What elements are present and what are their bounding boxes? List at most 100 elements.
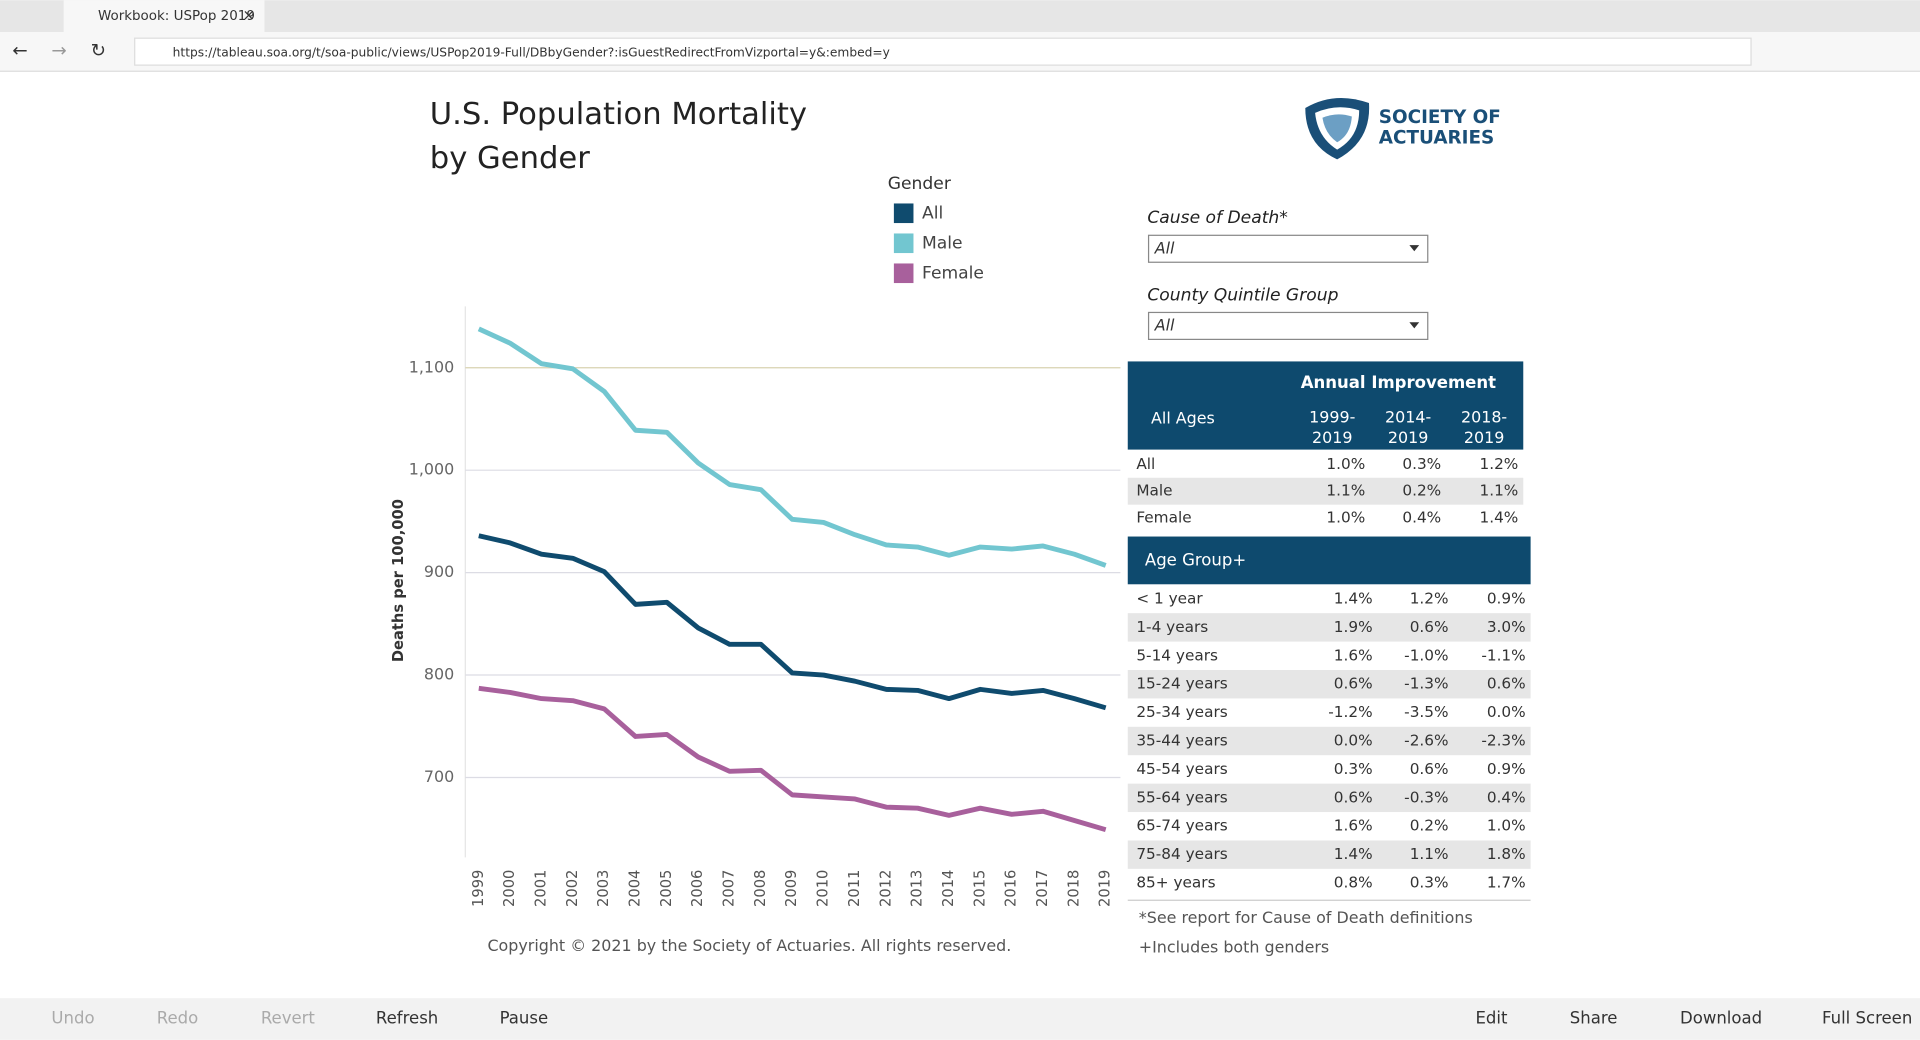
x-tick-label: 2001: [532, 870, 549, 907]
tab-close[interactable]: ×: [242, 7, 254, 24]
table-cell: 0.2%: [1410, 817, 1449, 835]
x-tick-label: 2011: [846, 870, 863, 907]
legend-label[interactable]: Male: [922, 233, 963, 253]
x-tick-label: 2000: [501, 870, 518, 907]
row-label: All: [1136, 455, 1155, 473]
row-label: 45-54 years: [1136, 760, 1227, 778]
column-header: 1999-: [1309, 407, 1355, 426]
url-field[interactable]: [134, 37, 1752, 66]
toolbar-button[interactable]: Share: [1570, 1008, 1618, 1027]
table-cell: 1.7%: [1487, 874, 1526, 892]
table-cell: 0.2%: [1402, 482, 1441, 500]
row-stripe: [1127, 726, 1531, 756]
x-tick-label: 2010: [815, 870, 832, 907]
x-tick-label: 2014: [940, 870, 957, 907]
dropdown-arrow: [1409, 322, 1420, 329]
x-tick-label: 2012: [877, 870, 894, 907]
row-label: 75-84 years: [1136, 845, 1227, 863]
row-label: Female: [1136, 509, 1191, 527]
row-stripe: [1127, 670, 1531, 699]
table-title: Annual Improvement: [1301, 373, 1496, 392]
table-cell: 1.8%: [1487, 845, 1526, 863]
toolbar-button[interactable]: Edit: [1476, 1008, 1509, 1027]
row-label: Male: [1136, 482, 1172, 500]
dashboard-title: by Gender: [430, 141, 590, 176]
footnote: *See report for Cause of Death definitio…: [1139, 908, 1473, 927]
toolbar-button[interactable]: Pause: [500, 1008, 549, 1027]
column-header: 2019: [1464, 428, 1504, 447]
table-cell: 0.0%: [1334, 732, 1373, 750]
tab[interactable]: [63, 0, 265, 33]
table-cell: -1.1%: [1481, 646, 1525, 664]
y-tick-label: 1,100: [409, 357, 455, 376]
reload-button[interactable]: ↻: [91, 41, 106, 62]
toolbar-button[interactable]: Download: [1680, 1008, 1762, 1027]
table-cell: 1.1%: [1410, 845, 1449, 863]
legend-title: Gender: [888, 174, 952, 194]
table-cell: 0.3%: [1402, 455, 1441, 473]
legend-swatch: [893, 233, 914, 254]
table-row-header: All Ages: [1151, 408, 1215, 427]
age-header: [1127, 536, 1531, 585]
row-label: 15-24 years: [1136, 675, 1227, 693]
table-cell: 1.0%: [1326, 455, 1365, 473]
table-cell: 0.9%: [1487, 589, 1526, 607]
toolbar-button[interactable]: Refresh: [376, 1008, 438, 1027]
x-tick-label: 2017: [1034, 870, 1051, 907]
table-cell: 1.2%: [1479, 455, 1518, 473]
table-cell: 3.0%: [1487, 618, 1526, 636]
x-tick-label: 2016: [1003, 870, 1020, 907]
table-cell: -2.3%: [1481, 732, 1525, 750]
toolbar-button[interactable]: Undo: [51, 1008, 94, 1027]
table-cell: 1.1%: [1326, 482, 1365, 500]
table-cell: 0.4%: [1402, 509, 1441, 527]
table-cell: 0.6%: [1410, 618, 1449, 636]
x-tick-label: 2003: [595, 870, 612, 907]
forward-button[interactable]: →: [51, 41, 66, 62]
x-tick-label: 2004: [627, 870, 644, 907]
table-cell: 0.6%: [1334, 788, 1373, 806]
legend-label[interactable]: All: [922, 203, 943, 223]
row-stripe: [1127, 613, 1531, 642]
dashboard-title: U.S. Population Mortality: [430, 97, 807, 132]
row-label: < 1 year: [1136, 589, 1203, 607]
logo-text: SOCIETY OF: [1379, 107, 1501, 128]
table-cell: -1.3%: [1404, 675, 1448, 693]
copyright: Copyright © 2021 by the Society of Actua…: [487, 936, 1011, 955]
tab-title: Workbook: USPop 2019: [98, 9, 255, 24]
logo-shield-core: [1322, 114, 1352, 143]
table-cell: 0.6%: [1487, 675, 1526, 693]
legend-label[interactable]: Female: [922, 263, 984, 283]
table-cell: 1.9%: [1334, 618, 1373, 636]
table-header: [1127, 361, 1524, 450]
x-tick-label: 2018: [1065, 870, 1082, 907]
toolbar-button[interactable]: Redo: [157, 1008, 198, 1027]
y-tick-label: 700: [424, 767, 454, 786]
table-cell: 1.0%: [1487, 817, 1526, 835]
logo-text: ACTUARIES: [1379, 128, 1494, 149]
table-cell: 1.4%: [1334, 589, 1373, 607]
y-tick-label: 800: [424, 665, 454, 684]
toolbar-button[interactable]: Full Screen: [1822, 1008, 1912, 1027]
y-axis-title: Deaths per 100,000: [390, 499, 407, 662]
table-cell: 0.9%: [1487, 760, 1526, 778]
table-cell: -1.2%: [1328, 703, 1372, 721]
table-cell: 1.2%: [1410, 589, 1449, 607]
filter-label: Cause of Death*: [1147, 208, 1288, 228]
toolbar-button[interactable]: Revert: [261, 1008, 316, 1027]
column-header: 2019: [1312, 428, 1352, 447]
x-tick-label: 2006: [689, 870, 706, 907]
toolbar: [0, 998, 1920, 1040]
column-header: 2018-: [1461, 407, 1507, 426]
dropdown[interactable]: [1147, 234, 1429, 263]
legend-swatch: [893, 203, 914, 224]
table-cell: 0.0%: [1487, 703, 1526, 721]
row-stripe: [1127, 783, 1531, 813]
row-label: 25-34 years: [1136, 703, 1227, 721]
back-button[interactable]: ←: [12, 41, 27, 62]
age-header-label: Age Group+: [1145, 551, 1246, 570]
table-cell: 1.4%: [1334, 845, 1373, 863]
dropdown[interactable]: [1147, 311, 1429, 340]
footnote: +Includes both genders: [1139, 937, 1329, 956]
